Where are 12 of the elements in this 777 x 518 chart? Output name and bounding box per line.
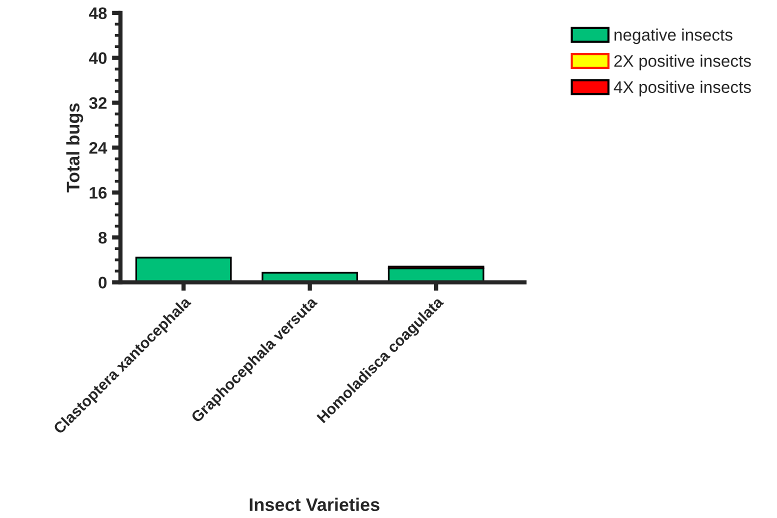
legend-label: 2X positive insects xyxy=(614,54,751,70)
y-tick-label: 40 xyxy=(88,52,107,64)
legend-label: negative insects xyxy=(614,28,732,44)
y-tick-label: 24 xyxy=(89,142,108,154)
y-axis-title: Total bugs xyxy=(66,103,84,192)
x-axis-title: Insect Varieties xyxy=(250,498,380,512)
y-tick-label: 48 xyxy=(88,7,107,20)
y-tick-label: 32 xyxy=(89,97,107,109)
y-tick-label: 8 xyxy=(98,232,107,244)
y-tick-label: 0 xyxy=(98,276,107,289)
legend-label: 4X positive insects xyxy=(614,80,751,96)
y-tick-label: 16 xyxy=(90,186,107,199)
